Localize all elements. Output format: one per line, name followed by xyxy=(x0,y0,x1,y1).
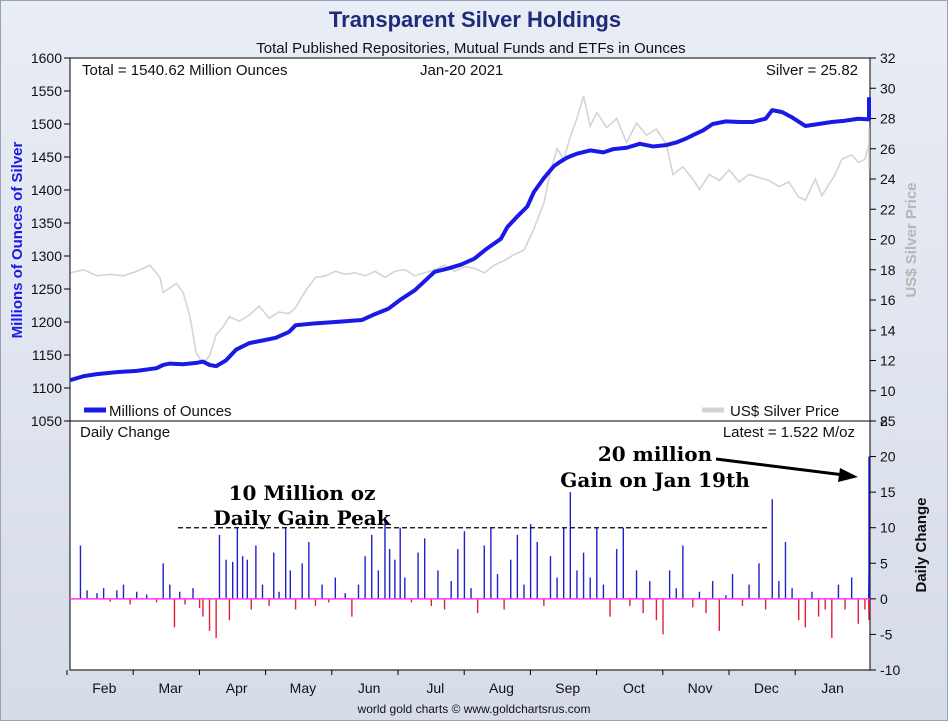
latest-text: Latest = 1.522 M/oz xyxy=(723,424,855,441)
holdings-series-line xyxy=(69,97,871,382)
peak-annotation-line2: Daily Gain Peak xyxy=(213,506,391,530)
left-axis-tick-label: 1600 xyxy=(31,50,62,66)
gain-annotation-line2: Gain on Jan 19th xyxy=(560,468,750,492)
right-axis-tick-label: 32 xyxy=(880,50,896,66)
left-axis-tick-label: 1150 xyxy=(32,347,62,363)
daily-change-tick-label: -10 xyxy=(880,662,900,678)
month-tick-label: Nov xyxy=(688,680,713,696)
left-axis-tick-label: 1400 xyxy=(31,182,62,198)
month-tick-label: Dec xyxy=(754,680,779,696)
right-axis-tick-label: 28 xyxy=(880,111,896,127)
left-axis-tick-label: 1250 xyxy=(31,281,62,297)
right-axis-label: US$ Silver Price xyxy=(903,182,920,297)
month-tick-label: Apr xyxy=(226,680,248,696)
month-tick-label: Oct xyxy=(623,680,645,696)
daily-change-tick-label: 0 xyxy=(880,591,888,607)
month-tick-label: May xyxy=(290,680,316,696)
right-axis-tick-label: 18 xyxy=(880,262,896,278)
month-tick-label: Jun xyxy=(358,680,381,696)
right-axis-tick-label: 10 xyxy=(880,383,896,399)
right-axis-tick-label: 8 xyxy=(880,413,888,429)
daily-change-tick-label: -5 xyxy=(880,626,893,642)
right-axis-tick-label: 24 xyxy=(880,171,896,187)
month-tick-label: Jul xyxy=(426,680,444,696)
daily-change-tick-label: 15 xyxy=(880,484,896,500)
footer-credit: world gold charts © www.goldchartsrus.co… xyxy=(357,702,591,716)
daily-change-axis-label: Daily Change xyxy=(913,497,930,592)
right-axis-tick-label: 14 xyxy=(880,322,896,338)
chart-title: Transparent Silver Holdings xyxy=(328,7,622,32)
month-tick-label: Aug xyxy=(489,680,514,696)
left-axis-tick-label: 1100 xyxy=(32,380,62,396)
total-text: Total = 1540.62 Million Ounces xyxy=(82,62,288,79)
gain-arrow-line xyxy=(715,457,845,477)
date-text: Jan-20 2021 xyxy=(420,62,503,79)
right-axis-tick-label: 12 xyxy=(880,353,896,369)
peak-annotation-line1: 10 Million oz xyxy=(229,481,376,505)
legend-price-label: US$ Silver Price xyxy=(730,403,839,420)
left-axis-tick-label: 1200 xyxy=(31,314,62,330)
right-axis-tick-label: 16 xyxy=(880,292,896,308)
left-axis-tick-label: 1300 xyxy=(31,248,62,264)
legend-holdings-label: Millions of Ounces xyxy=(109,403,232,420)
month-tick-label: Sep xyxy=(555,680,580,696)
daily-change-tick-label: 10 xyxy=(880,520,896,536)
right-axis-tick-label: 22 xyxy=(880,201,896,217)
chart-subtitle: Total Published Repositories, Mutual Fun… xyxy=(256,40,686,57)
right-axis-tick-label: 30 xyxy=(880,80,896,96)
daily-change-tick-label: 25 xyxy=(880,413,896,429)
left-axis-tick-label: 1350 xyxy=(31,215,62,231)
gain-arrow-head xyxy=(838,468,858,482)
daily-change-tick-label: 5 xyxy=(880,555,888,571)
left-axis-tick-label: 1050 xyxy=(31,413,62,429)
right-axis-tick-label: 20 xyxy=(880,232,896,248)
left-axis-tick-label: 1450 xyxy=(31,149,62,165)
gain-annotation-line1: 20 million xyxy=(598,442,713,466)
silver-price-text: Silver = 25.82 xyxy=(766,62,858,79)
silver-price-series-line xyxy=(70,95,870,365)
month-tick-label: Mar xyxy=(158,680,182,696)
month-tick-label: Feb xyxy=(92,680,116,696)
daily-change-panel-label: Daily Change xyxy=(80,424,170,441)
daily-change-tick-label: 20 xyxy=(880,449,896,465)
right-axis-tick-label: 26 xyxy=(880,141,896,157)
month-tick-label: Jan xyxy=(821,680,844,696)
left-axis-tick-label: 1550 xyxy=(31,83,62,99)
left-axis-label: Millions of Ounces of Silver xyxy=(9,141,26,338)
left-axis-tick-label: 1500 xyxy=(31,116,62,132)
